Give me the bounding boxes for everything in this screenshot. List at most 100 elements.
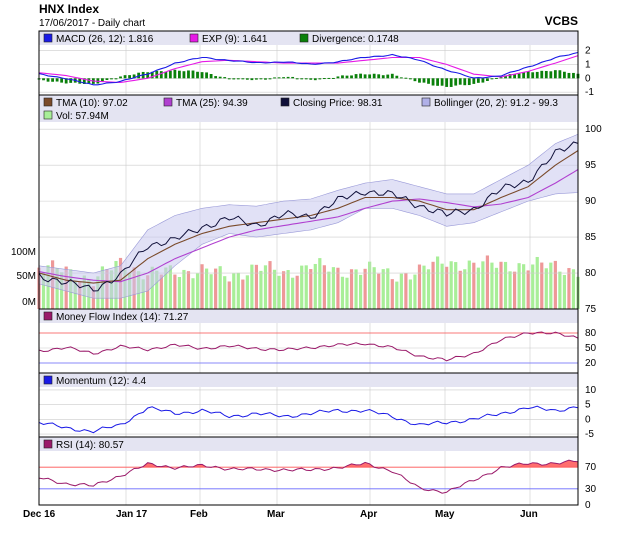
volume-bar bbox=[372, 267, 376, 309]
divergence-bar bbox=[46, 78, 50, 82]
divergence-bar bbox=[209, 74, 213, 79]
divergence-bar bbox=[309, 78, 313, 80]
volume-bar bbox=[358, 274, 363, 309]
divergence-bar bbox=[544, 70, 548, 79]
x-tick-label: Jan 17 bbox=[116, 509, 148, 520]
volume-bar bbox=[232, 273, 236, 309]
volume-bar bbox=[386, 268, 390, 309]
volume-bar bbox=[227, 281, 231, 309]
volume-bar bbox=[408, 279, 413, 309]
divergence-bar bbox=[431, 78, 435, 86]
volume-bar bbox=[458, 270, 462, 309]
volume-bar bbox=[272, 269, 277, 309]
divergence-bar bbox=[196, 71, 199, 79]
divergence-bar bbox=[322, 78, 326, 80]
volume-bar bbox=[426, 269, 431, 309]
divergence-bar bbox=[495, 77, 498, 79]
divergence-bar bbox=[558, 70, 562, 79]
divergence-bar bbox=[499, 77, 503, 79]
volume-bar bbox=[259, 270, 263, 309]
y-tick-label: 100 bbox=[585, 124, 602, 135]
divergence-bar bbox=[173, 69, 177, 79]
volume-bar bbox=[46, 265, 50, 309]
brand-label: VCBS bbox=[545, 14, 578, 28]
divergence-bar bbox=[282, 77, 285, 79]
divergence-bar bbox=[404, 77, 408, 79]
legend-swatch bbox=[43, 311, 53, 321]
legend-swatch bbox=[43, 375, 53, 385]
legend-label: Closing Price: 98.31 bbox=[293, 98, 383, 109]
divergence-bar bbox=[110, 78, 113, 80]
volume-bar bbox=[41, 272, 46, 309]
y-tick-label: -5 bbox=[585, 429, 594, 440]
divergence-bar bbox=[332, 77, 335, 79]
divergence-bar bbox=[409, 78, 412, 80]
volume-bar bbox=[499, 261, 503, 309]
divergence-bar bbox=[159, 71, 163, 79]
mfi_panel-line bbox=[38, 331, 579, 362]
legend-swatch bbox=[43, 97, 53, 107]
divergence-bar bbox=[363, 74, 367, 79]
volume-bar bbox=[191, 278, 195, 309]
divergence-bar bbox=[508, 74, 512, 79]
momentum_panel: 10 5 0 -5 Momentum (12): 4.4 bbox=[38, 372, 597, 440]
volume-bar bbox=[223, 276, 227, 309]
legend-label: RSI (14): 80.57 bbox=[56, 440, 124, 451]
divergence-bar bbox=[486, 78, 489, 81]
volume-bar bbox=[345, 277, 349, 309]
divergence-bar bbox=[372, 73, 376, 79]
volume-bar bbox=[60, 272, 64, 309]
y-tick-label: 20 bbox=[585, 358, 597, 369]
x-tick-label: Dec 16 bbox=[23, 509, 56, 520]
divergence-bar bbox=[549, 71, 553, 79]
volume-bar bbox=[164, 267, 168, 309]
volume-bar bbox=[485, 255, 490, 309]
volume-bar bbox=[522, 264, 526, 309]
legend-label: TMA (25): 94.39 bbox=[176, 98, 248, 109]
divergence-bar bbox=[359, 73, 362, 79]
volume-bar bbox=[567, 268, 571, 309]
volume-tick-label: 50M bbox=[17, 271, 36, 282]
divergence-bar bbox=[436, 78, 439, 86]
volume-bar bbox=[195, 273, 200, 309]
divergence-bar bbox=[345, 75, 349, 79]
divergence-bar bbox=[540, 70, 544, 79]
volume-bar bbox=[377, 273, 381, 309]
volume-bar bbox=[254, 264, 259, 309]
divergence-bar bbox=[119, 76, 122, 79]
divergence-bar bbox=[354, 74, 358, 79]
volume-bar bbox=[182, 269, 186, 309]
divergence-bar bbox=[427, 78, 430, 84]
volume-bar bbox=[73, 280, 77, 309]
volume-bar bbox=[476, 267, 480, 309]
legend-label: Momentum (12): 4.4 bbox=[56, 376, 146, 387]
mfi_panel-legend-bar bbox=[39, 309, 578, 323]
divergence-bar bbox=[101, 78, 104, 83]
volume-bar bbox=[535, 256, 539, 309]
volume-bar bbox=[245, 275, 249, 309]
x-tick-label: May bbox=[435, 509, 455, 520]
divergence-bar bbox=[440, 78, 444, 86]
macd-line bbox=[38, 51, 579, 86]
y-tick-label: 0 bbox=[585, 73, 591, 84]
divergence-bar bbox=[522, 72, 526, 79]
volume-bar bbox=[281, 271, 286, 309]
volume-tick-label: 100M bbox=[11, 247, 36, 258]
volume-bar bbox=[449, 261, 453, 309]
volume-bar bbox=[250, 264, 254, 309]
divergence-bar bbox=[572, 72, 575, 79]
divergence-bar bbox=[64, 78, 68, 84]
divergence-bar bbox=[531, 72, 535, 79]
volume-bar bbox=[268, 261, 272, 309]
y-tick-label: 30 bbox=[585, 484, 597, 495]
divergence-bar bbox=[418, 78, 421, 83]
divergence-bar bbox=[286, 76, 290, 79]
volume-bar bbox=[318, 258, 322, 309]
volume-bar bbox=[146, 275, 150, 309]
legend-swatch bbox=[163, 97, 173, 107]
momentum_panel-line bbox=[38, 405, 579, 434]
divergence-bar bbox=[264, 78, 267, 80]
divergence-bar bbox=[150, 71, 154, 79]
volume-bar bbox=[331, 267, 336, 309]
volume-bar bbox=[413, 274, 417, 309]
